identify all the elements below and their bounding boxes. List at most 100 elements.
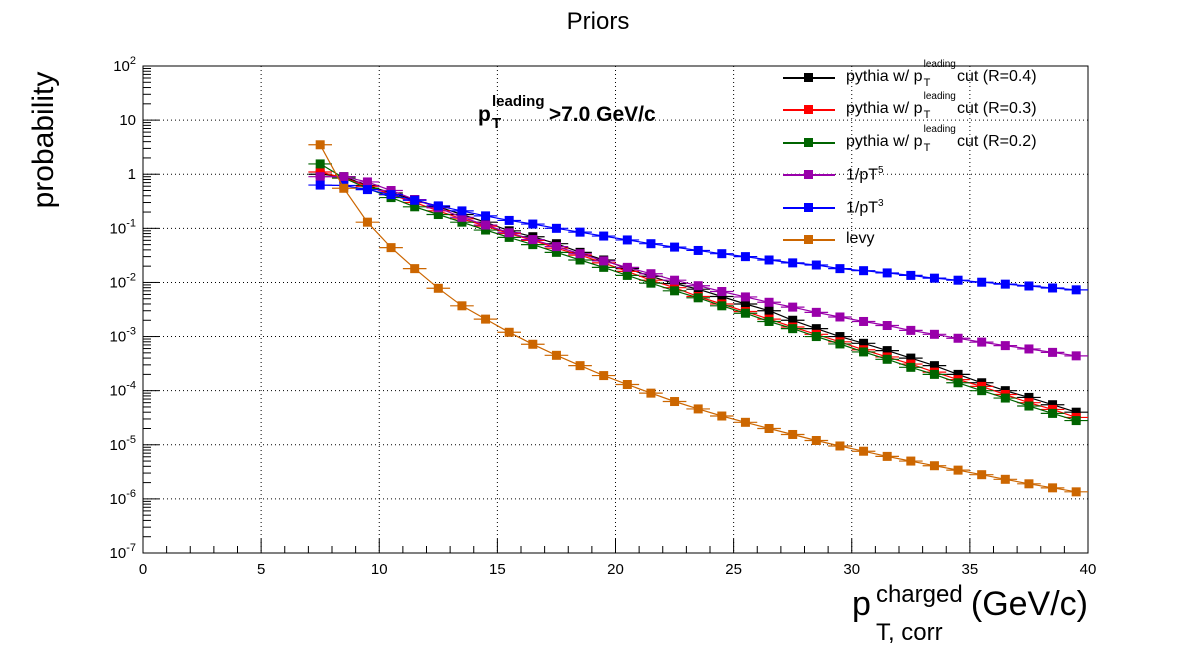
data-point (575, 249, 585, 259)
data-point (670, 275, 680, 285)
data-point (622, 235, 632, 245)
data-point (929, 361, 939, 371)
data-point (457, 206, 467, 216)
x-tick-label: 10 (371, 561, 388, 578)
data-point (788, 302, 798, 312)
x-tick-label: 40 (1080, 561, 1097, 578)
legend-label-sup: leading (923, 59, 956, 70)
legend-item: pythia w/ p leading T cut (R=0.4) (780, 59, 1080, 94)
data-point (859, 347, 869, 357)
data-point (504, 232, 514, 242)
y-tick-label: 10 (119, 112, 136, 129)
legend-label: 1/pT5 (846, 165, 884, 184)
data-point (315, 140, 325, 150)
data-point (646, 278, 656, 288)
legend-label-pre: levy (846, 229, 875, 247)
legend-label: 1/pT3 (846, 198, 884, 217)
x-axis-label-unit: (GeV/c) (970, 585, 1088, 623)
data-point (740, 417, 750, 427)
data-point (740, 252, 750, 262)
data-point (811, 435, 821, 445)
cut-annotation-sup: leading (492, 93, 545, 110)
data-point (882, 451, 892, 461)
data-point (906, 362, 916, 372)
data-point (1024, 401, 1034, 411)
legend-label: pythia w/ p leading T cut (R=0.4) (846, 59, 1037, 89)
data-point (1000, 279, 1010, 289)
data-point (481, 314, 491, 324)
data-point (859, 316, 869, 326)
y-tick-label: 10-6 (110, 488, 136, 508)
x-axis-label: p charged T, corr (GeV/c) (851, 581, 1088, 646)
data-point (1048, 283, 1058, 293)
data-point (599, 262, 609, 272)
data-point (646, 239, 656, 249)
x-axis-label-base: p (851, 585, 871, 623)
data-point (906, 325, 916, 335)
legend-marker (804, 73, 813, 82)
data-point (764, 316, 774, 326)
data-point (1071, 407, 1081, 417)
data-point (929, 273, 939, 283)
data-point (1071, 351, 1081, 361)
data-point (504, 327, 514, 337)
data-point (859, 338, 869, 348)
x-tick-label: 0 (139, 561, 147, 578)
data-point (811, 324, 821, 334)
data-point (977, 337, 987, 347)
legend-label-sub: T (923, 109, 931, 122)
legend: pythia w/ p leading T cut (R=0.4) pythia w… (780, 59, 1080, 256)
data-point (882, 268, 892, 278)
y-tick-label: 10-3 (110, 326, 136, 346)
cut-annotation-base: p (478, 103, 491, 126)
legend-marker (804, 202, 813, 212)
data-point (835, 332, 845, 342)
data-point (835, 339, 845, 349)
data-point (788, 429, 798, 439)
x-tick-label: 25 (725, 561, 742, 578)
legend-label-pre: pythia w/ (846, 100, 914, 118)
legend-label-sup: 5 (878, 165, 884, 177)
legend-label-pre: 1/pT (846, 166, 879, 184)
data-point (1048, 483, 1058, 493)
data-point (575, 361, 585, 371)
legend-label-pre: 1/pT (846, 198, 879, 216)
data-point (433, 201, 443, 211)
y-tick-label: 10-4 (110, 380, 136, 400)
data-point (1000, 341, 1010, 351)
data-point (788, 324, 798, 334)
legend-label-sup: leading (923, 123, 956, 135)
data-point (410, 264, 420, 274)
data-point (1048, 408, 1058, 418)
data-point (717, 291, 727, 301)
data-point (622, 270, 632, 280)
data-point (433, 283, 443, 293)
legend-marker (804, 234, 813, 244)
data-point (622, 380, 632, 390)
x-axis-label-sup: charged (875, 581, 963, 608)
data-point (599, 256, 609, 266)
legend-label-pre: pythia w/ (846, 68, 914, 85)
y-tick-label: 10-5 (110, 434, 136, 454)
tick-labels: 0 5 10 15 20 25 30 35 4010-710-610-510-410-310-2… (110, 55, 1097, 578)
legend-label-p: p (913, 68, 923, 85)
data-point (953, 333, 963, 343)
data-point (1048, 400, 1058, 410)
x-tick-label: 20 (607, 561, 624, 578)
data-point (551, 223, 561, 233)
data-point (1000, 393, 1010, 403)
legend-item: 1/pT3 (780, 192, 1080, 224)
data-point (646, 388, 656, 398)
data-series (308, 172, 1088, 361)
data-point (929, 329, 939, 339)
data-point (670, 397, 680, 407)
y-tick-label: 10-7 (110, 542, 136, 562)
legend-label-sub: T (923, 141, 931, 154)
legend-label-p: p (913, 132, 923, 150)
data-point (362, 217, 372, 227)
data-series (308, 159, 1088, 426)
data-point (315, 172, 325, 182)
data-point (764, 423, 774, 433)
data-point (481, 211, 491, 221)
